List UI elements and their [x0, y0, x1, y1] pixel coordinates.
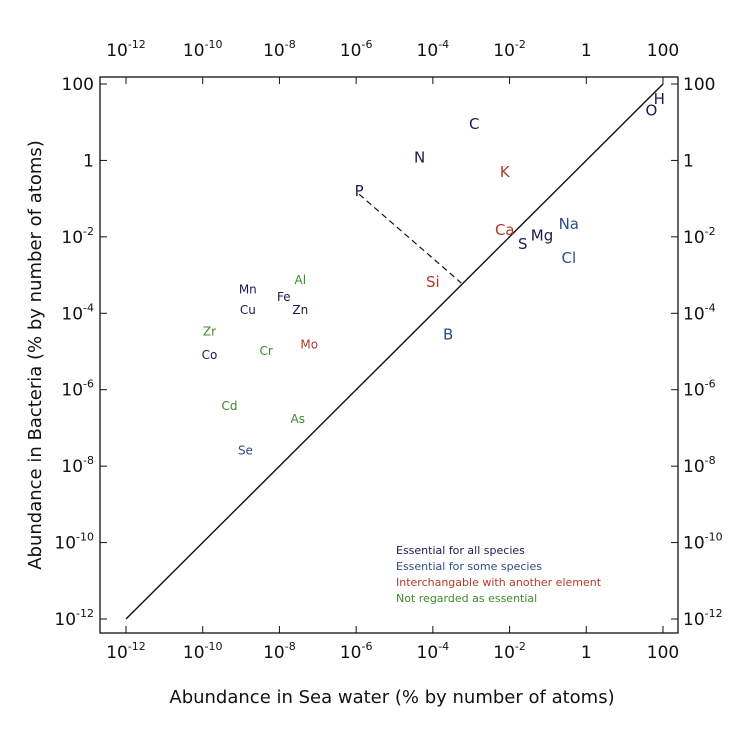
x-tick-label-bottom: 10-12	[106, 640, 146, 663]
y-tick-label-right: 100	[683, 75, 715, 95]
y-tick-label-left: 10-4	[61, 301, 94, 324]
x-tick-label-top: 100	[647, 41, 679, 61]
x-axis-title: Abundance in Sea water (% by number of a…	[169, 687, 614, 708]
legend: Essential for all species Essential for s…	[396, 544, 602, 605]
legend-entry-some: Essential for some species	[396, 560, 542, 573]
y-tick-label-right: 10-4	[683, 301, 716, 324]
x-tick-label-top: 10-8	[263, 38, 296, 61]
point-o: O	[646, 102, 658, 120]
x-tick-label-bottom: 1	[581, 643, 592, 663]
legend-entry-not: Not regarded as essential	[396, 592, 537, 605]
y-tick-label-right: 10-2	[683, 225, 716, 248]
diagonal-reference-line	[125, 83, 664, 620]
x-tick-label-bottom: 10-10	[183, 640, 223, 663]
plot-frame	[99, 76, 679, 634]
dashed-annotation-line	[358, 193, 462, 284]
point-k: K	[500, 163, 511, 181]
x-tick-label-top: 10-4	[417, 38, 450, 61]
y-tick-label-right: 10-6	[683, 378, 716, 401]
point-s: S	[518, 235, 528, 253]
point-mn: Mn	[239, 282, 257, 296]
point-p: P	[355, 182, 364, 200]
point-fe: Fe	[277, 290, 291, 304]
point-cd: Cd	[222, 399, 238, 413]
x-tick-label-bottom: 10-4	[417, 640, 450, 663]
point-cu: Cu	[240, 303, 256, 317]
y-tick-label-left: 10-8	[61, 454, 94, 477]
point-na: Na	[559, 215, 579, 233]
legend-entry-all: Essential for all species	[396, 544, 525, 557]
y-tick-label-left: 1	[83, 151, 94, 171]
y-tick-label-right: 1	[683, 151, 694, 171]
x-tick-label-top: 1	[581, 41, 592, 61]
point-as: As	[290, 412, 304, 426]
point-mo: Mo	[300, 338, 318, 352]
x-tick-label-top: 10-12	[106, 38, 146, 61]
y-tick-label-left: 10-6	[61, 378, 94, 401]
point-zr: Zr	[203, 325, 216, 339]
point-se: Se	[238, 444, 253, 458]
data-points-group: HO C N P K CaS Mg Na Cl Si B Mn Al Fe Cu Zn Zr Co Cr Mo Cd As…	[202, 90, 665, 457]
y-axis-title: Abundance in Bacteria (% by number of at…	[25, 140, 46, 570]
point-cl: Cl	[561, 249, 576, 267]
point-cr: Cr	[259, 344, 272, 358]
point-h: H	[654, 90, 665, 108]
point-co: Co	[202, 348, 218, 362]
y-tick-label-left: 10-10	[54, 531, 94, 554]
point-b: B	[443, 325, 453, 343]
y-tick-label-left: 100	[62, 75, 94, 95]
x-tick-label-top: 10-10	[183, 38, 223, 61]
y-tick-label-right: 10-8	[683, 454, 716, 477]
point-n: N	[414, 148, 425, 166]
point-zn: Zn	[292, 303, 308, 317]
y-tick-label-left: 10-2	[61, 225, 94, 248]
point-c: C	[469, 115, 479, 133]
point-si: Si	[426, 273, 440, 291]
point-ca: Ca	[495, 221, 515, 239]
point-mg: Mg	[531, 226, 553, 244]
y-tick-label-left: 10-12	[54, 607, 94, 630]
x-tick-label-top: 10-2	[493, 38, 526, 61]
axis-ticks-group: 10-12 10-12 10-10 10-10 10-8 10-8 10-6 10-6 10-4…	[54, 38, 722, 663]
x-tick-label-bottom: 10-2	[493, 640, 526, 663]
y-tick-label-right: 10-12	[683, 607, 723, 630]
legend-entry-interchangeable: Interchangable with another element	[396, 576, 602, 589]
point-al: Al	[295, 273, 307, 287]
x-tick-label-bottom: 10-8	[263, 640, 296, 663]
x-tick-label-bottom: 100	[647, 643, 679, 663]
x-tick-label-top: 10-6	[340, 38, 373, 61]
reference-line-group	[125, 83, 664, 620]
x-tick-label-bottom: 10-6	[340, 640, 373, 663]
y-tick-label-right: 10-10	[683, 531, 723, 554]
